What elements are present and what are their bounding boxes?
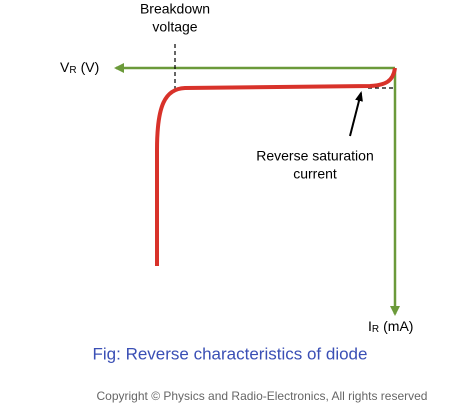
annotation: Reverse saturation	[256, 148, 374, 164]
annotation: Breakdown	[140, 1, 210, 17]
y-axis-label: IR (mA)	[368, 318, 413, 335]
x-axis-label: VR (V)	[60, 59, 99, 76]
reverse-curve	[155, 67, 397, 266]
caption: Fig: Reverse characteristics of diode	[93, 344, 368, 363]
annotation: current	[293, 166, 337, 182]
footer: Copyright © Physics and Radio-Electronic…	[97, 389, 428, 403]
annotation: voltage	[152, 19, 197, 35]
saturation-pointer	[349, 91, 363, 137]
